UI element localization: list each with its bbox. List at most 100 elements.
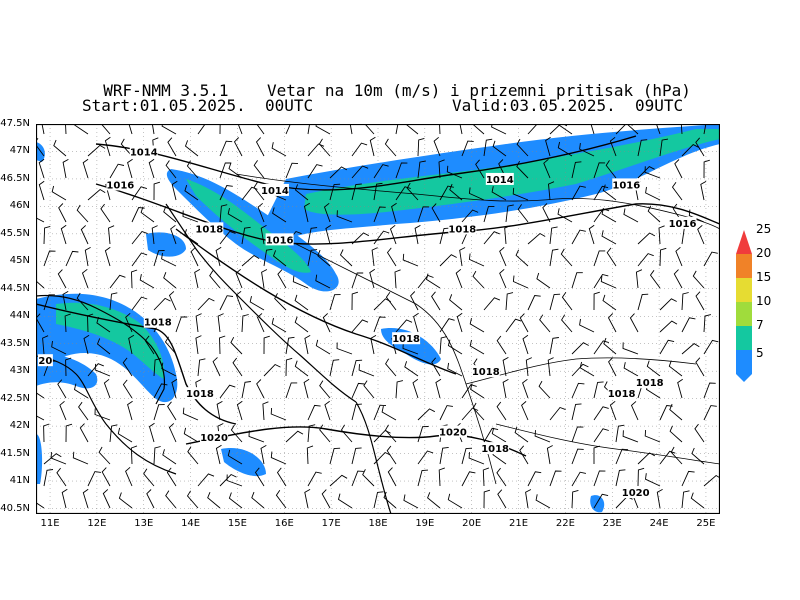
wind-barb	[482, 467, 490, 487]
wind-barb	[108, 225, 115, 245]
wind-barb	[127, 158, 133, 179]
wind-barb	[499, 268, 507, 289]
wind-barb	[439, 446, 449, 465]
wind-barb	[146, 489, 155, 509]
wind-barb	[187, 446, 199, 465]
wind-barb	[275, 490, 287, 509]
wind-barb	[658, 225, 665, 245]
wind-barb	[549, 406, 566, 421]
wind-barb	[691, 447, 705, 465]
wind-barb	[502, 357, 509, 377]
lon-tick-label: 16E	[274, 518, 294, 529]
wind-barb	[120, 138, 133, 157]
wind-barb	[64, 313, 71, 333]
wind-barb	[87, 313, 94, 333]
wind-barb	[703, 124, 707, 135]
wind-barb	[622, 342, 639, 355]
wind-barb	[315, 124, 331, 135]
wind-barb	[539, 314, 551, 333]
wind-barb	[304, 335, 311, 355]
wind-barb	[58, 203, 67, 223]
wind-barb	[263, 335, 270, 355]
wind-barb	[410, 291, 419, 311]
svg-text:1020: 1020	[200, 433, 228, 444]
wind-barb	[449, 183, 463, 201]
wind-barb	[469, 339, 485, 355]
wind-barb	[329, 294, 341, 311]
wind-barb	[505, 292, 514, 311]
wind-barb	[535, 494, 551, 509]
svg-text:1016: 1016	[612, 180, 640, 191]
wind-barb	[603, 337, 617, 355]
lon-tick-label: 22E	[555, 518, 575, 529]
wind-barb	[447, 339, 463, 355]
wind-barb	[329, 359, 340, 377]
wind-barb	[276, 467, 287, 487]
wind-barb	[167, 137, 177, 157]
wind-region-aegean	[590, 495, 605, 513]
wind-barb	[362, 469, 375, 487]
wind-barb	[623, 362, 639, 377]
wind-barb	[431, 203, 441, 223]
wind-barb	[593, 340, 610, 355]
wind-barb	[184, 184, 199, 201]
wind-barb	[43, 294, 55, 311]
wind-barb	[219, 335, 226, 355]
wind-barb	[43, 469, 54, 487]
svg-text:1016: 1016	[669, 219, 697, 230]
wind-barb	[62, 291, 69, 311]
wind-barb	[104, 246, 111, 267]
wind-barb	[351, 470, 364, 487]
wind-barb	[168, 291, 177, 311]
wind-barb	[417, 469, 429, 487]
wind-barb	[167, 401, 177, 421]
wind-barb	[65, 357, 72, 377]
wind-barb	[270, 407, 287, 421]
wind-barb	[593, 406, 609, 421]
wind-barb	[117, 427, 133, 443]
wind-barb	[391, 202, 397, 223]
wind-barb	[255, 137, 265, 157]
wind-barb	[351, 183, 362, 201]
wind-barb	[549, 470, 562, 487]
lon-tick-label: 15E	[227, 518, 247, 529]
wind-barb	[615, 469, 626, 487]
wind-barb	[637, 166, 655, 179]
wind-barb	[439, 336, 448, 355]
wind-barb	[673, 269, 683, 289]
wind-barb	[161, 252, 177, 267]
wind-barb	[184, 140, 199, 157]
lon-tick-label: 14E	[181, 518, 201, 529]
wind-barb	[364, 124, 375, 135]
wind-barb	[549, 226, 558, 245]
wind-barb	[545, 136, 551, 157]
wind-barb	[695, 291, 705, 311]
wind-barb	[166, 467, 177, 487]
wind-barb	[571, 489, 579, 509]
wind-barb	[329, 166, 348, 179]
wind-barb	[168, 423, 177, 443]
wind-barb	[306, 445, 314, 465]
wind-barb	[351, 142, 368, 157]
isobar-labels: 1014 1016 1014 1014 1016 1018 1016 1018 1016 1018…	[37, 145, 697, 499]
wind-barb	[62, 159, 69, 179]
wind-barb	[694, 423, 705, 443]
wind-barb	[340, 424, 353, 443]
map-frame	[36, 124, 720, 514]
wind-barb	[579, 143, 595, 157]
svg-text:1018: 1018	[186, 389, 214, 400]
legend-swatch	[736, 302, 752, 326]
wind-barb	[303, 202, 310, 223]
wind-barb	[692, 270, 705, 289]
wind-barb	[144, 335, 155, 355]
wind-barb	[228, 162, 243, 179]
wind-barb	[197, 297, 215, 311]
wind-barb	[609, 136, 617, 157]
wind-barb	[521, 401, 529, 421]
wind-barb	[351, 165, 369, 179]
wind-barb	[131, 252, 148, 267]
wind-barb	[659, 138, 669, 157]
wind-barb	[519, 313, 529, 333]
wind-barb	[307, 164, 323, 179]
wind-barb	[351, 403, 362, 421]
